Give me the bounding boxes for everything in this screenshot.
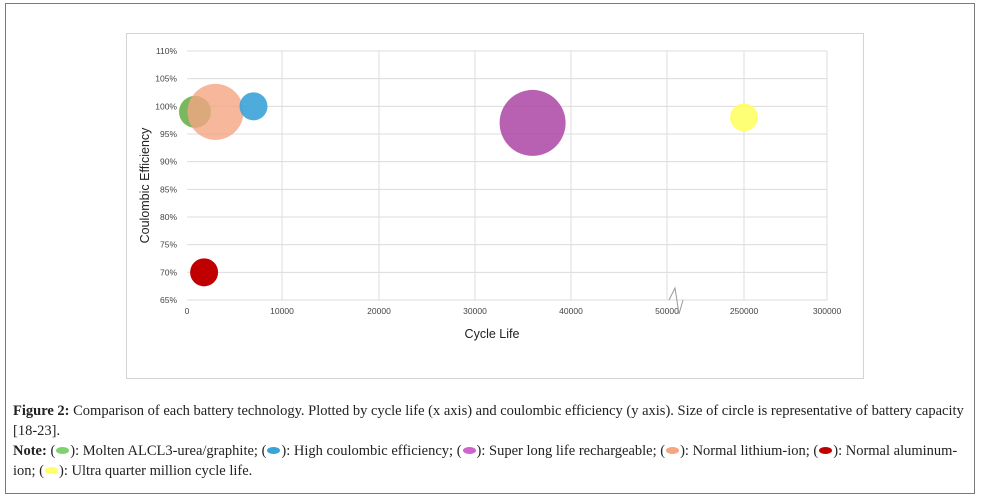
x-tick-label: 30000 [463, 306, 487, 316]
x-tick-label: 40000 [559, 306, 583, 316]
legend-text-aluminum: ): Normal aluminum-ion; ( [13, 443, 958, 479]
x-axis-title: Cycle Life [465, 327, 520, 341]
legend-swatch-molten [56, 447, 70, 454]
data-point-bubble [499, 89, 566, 156]
y-tick-label: 105% [155, 74, 177, 84]
y-tick-label: 110% [156, 46, 178, 56]
x-tick-label: 250000 [730, 306, 759, 316]
legend-swatch-aluminum [819, 447, 833, 454]
note-label: Note: [13, 443, 47, 459]
data-point-bubble [730, 103, 758, 132]
y-tick-label: 80% [160, 212, 177, 222]
y-tick-label: 65% [160, 295, 177, 305]
data-point-bubble [190, 258, 219, 287]
x-tick-label: 50000 [655, 306, 679, 316]
x-tick-label: 0 [185, 306, 190, 316]
legend-text-super-long: ): Super long life rechargeable; ( [476, 443, 666, 459]
legend-text-molten: ): Molten ALCL3-urea/graphite; ( [70, 443, 267, 459]
legend-swatch-ultra [45, 467, 59, 474]
legend-swatch-super-long [462, 447, 476, 454]
y-tick-label: 85% [160, 184, 177, 194]
y-tick-label: 70% [160, 267, 177, 277]
legend-text-high-ce: ): High coulombic efficiency; ( [281, 443, 462, 459]
x-tick-label: 300000 [813, 306, 842, 316]
y-tick-label: 95% [160, 129, 177, 139]
legend-text-ultra: ): Ultra quarter million cycle life. [59, 463, 253, 479]
x-tick-label: 20000 [367, 306, 391, 316]
figure-label: Figure 2: [13, 403, 70, 419]
x-tick-label: 10000 [270, 306, 294, 316]
chart-panel: 65% 70% 75% 80% 85% 90% 95% 100% 105% 110% 0 10000 2… [126, 33, 864, 379]
figure-text: Comparison of each battery technology. P… [13, 403, 964, 439]
y-tick-label: 75% [160, 240, 177, 250]
legend-swatch-high-ce [267, 447, 281, 454]
data-point-bubble [239, 92, 268, 121]
data-point-bubble [187, 83, 244, 140]
figure-frame [5, 3, 975, 494]
y-axis-title: Coulombic Efficiency [138, 127, 152, 244]
y-tick-label: 100% [155, 101, 177, 111]
scatter-chart: 65% 70% 75% 80% 85% 90% 95% 100% 105% 110% 0 10000 2… [138, 46, 842, 341]
legend-note: Note: (): Molten ALCL3-urea/graphite; ()… [13, 443, 958, 479]
figure-caption: Figure 2: Comparison of each battery tec… [13, 401, 971, 481]
y-tick-label: 90% [160, 157, 177, 167]
legend-text-lithium: ): Normal lithium-ion; ( [680, 443, 819, 459]
legend-swatch-lithium [666, 447, 680, 454]
axis-break-mark [668, 286, 684, 315]
